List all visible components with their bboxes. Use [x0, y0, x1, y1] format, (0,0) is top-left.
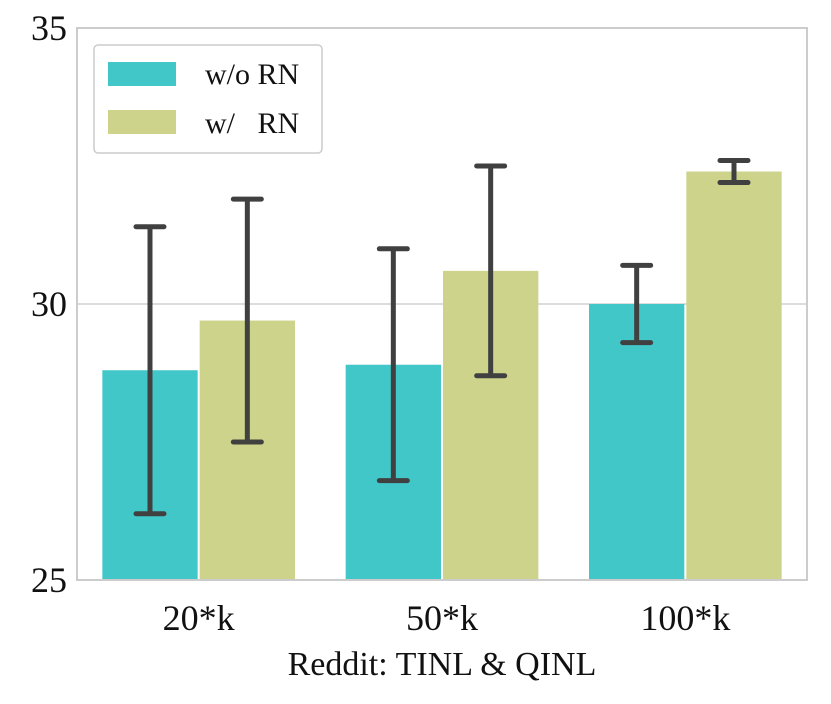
bars: [102, 171, 782, 580]
plot-frame: [76, 27, 808, 581]
y-tick-label: 25: [31, 560, 67, 600]
y-tick-label: 35: [31, 8, 67, 48]
x-axis-label: Reddit: TINL & QINL: [288, 646, 597, 683]
legend-swatch-wo-rn: [108, 62, 176, 86]
y-tick-label: 30: [31, 284, 67, 324]
y-axis-ticks: 25 30 35: [31, 8, 67, 600]
legend-label-wo-rn: w/o RN: [205, 58, 299, 91]
x-tick-label: 100*k: [640, 598, 730, 638]
x-tick-label: 50*k: [406, 598, 478, 638]
legend-swatch-w-rn: [108, 110, 176, 134]
x-tick-label: 20*k: [163, 598, 235, 638]
bar-wo-rn: [589, 304, 685, 580]
error-bars: [133, 157, 751, 517]
x-axis-ticks: 20*k 50*k 100*k: [163, 598, 731, 638]
legend-label-w-rn: w/ RN: [205, 107, 299, 140]
legend: w/o RN w/ RN: [93, 44, 323, 154]
bar-w-rn: [686, 171, 782, 580]
